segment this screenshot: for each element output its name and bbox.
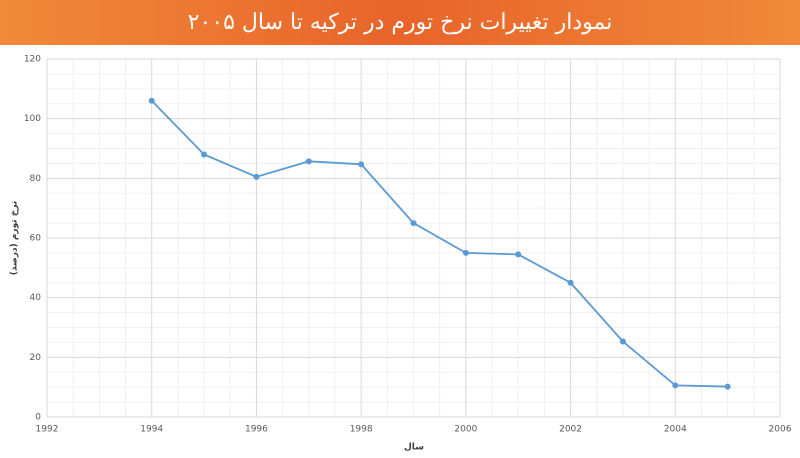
data-point	[253, 173, 260, 180]
data-point	[305, 158, 312, 165]
x-tick-label: 2000	[454, 425, 477, 435]
data-point	[672, 382, 679, 389]
data-point	[515, 251, 522, 258]
x-axis-title: سال	[404, 443, 424, 453]
data-point	[462, 249, 469, 256]
data-point	[567, 279, 574, 286]
x-tick-label: 2006	[769, 425, 792, 435]
data-point	[148, 97, 155, 104]
y-tick-label: 100	[24, 114, 41, 124]
data-line	[151, 100, 728, 388]
title-banner	[0, 0, 800, 45]
x-tick-label: 1998	[350, 425, 373, 435]
data-point	[724, 383, 731, 390]
x-tick-label: 2004	[664, 425, 687, 435]
data-point	[201, 151, 208, 158]
x-tick-label: 2002	[559, 425, 582, 435]
y-tick-label: 60	[30, 234, 42, 244]
y-tick-label: 0	[35, 413, 41, 423]
x-tick-label: 1992	[36, 425, 59, 435]
data-point	[619, 338, 626, 345]
y-axis-title: نرخ تورم (درصد)	[10, 201, 20, 275]
x-tick-label: 1996	[245, 425, 268, 435]
y-tick-label: 40	[30, 293, 42, 303]
x-tick-label: 1994	[140, 425, 163, 435]
y-tick-label: 80	[30, 174, 42, 184]
data-point	[358, 161, 365, 168]
y-tick-label: 20	[30, 353, 42, 363]
chart-title: نمودار تغییرات نرخ تورم در ترکیه تا سال …	[188, 10, 613, 35]
data-point	[410, 220, 417, 227]
y-tick-label: 120	[24, 55, 41, 65]
